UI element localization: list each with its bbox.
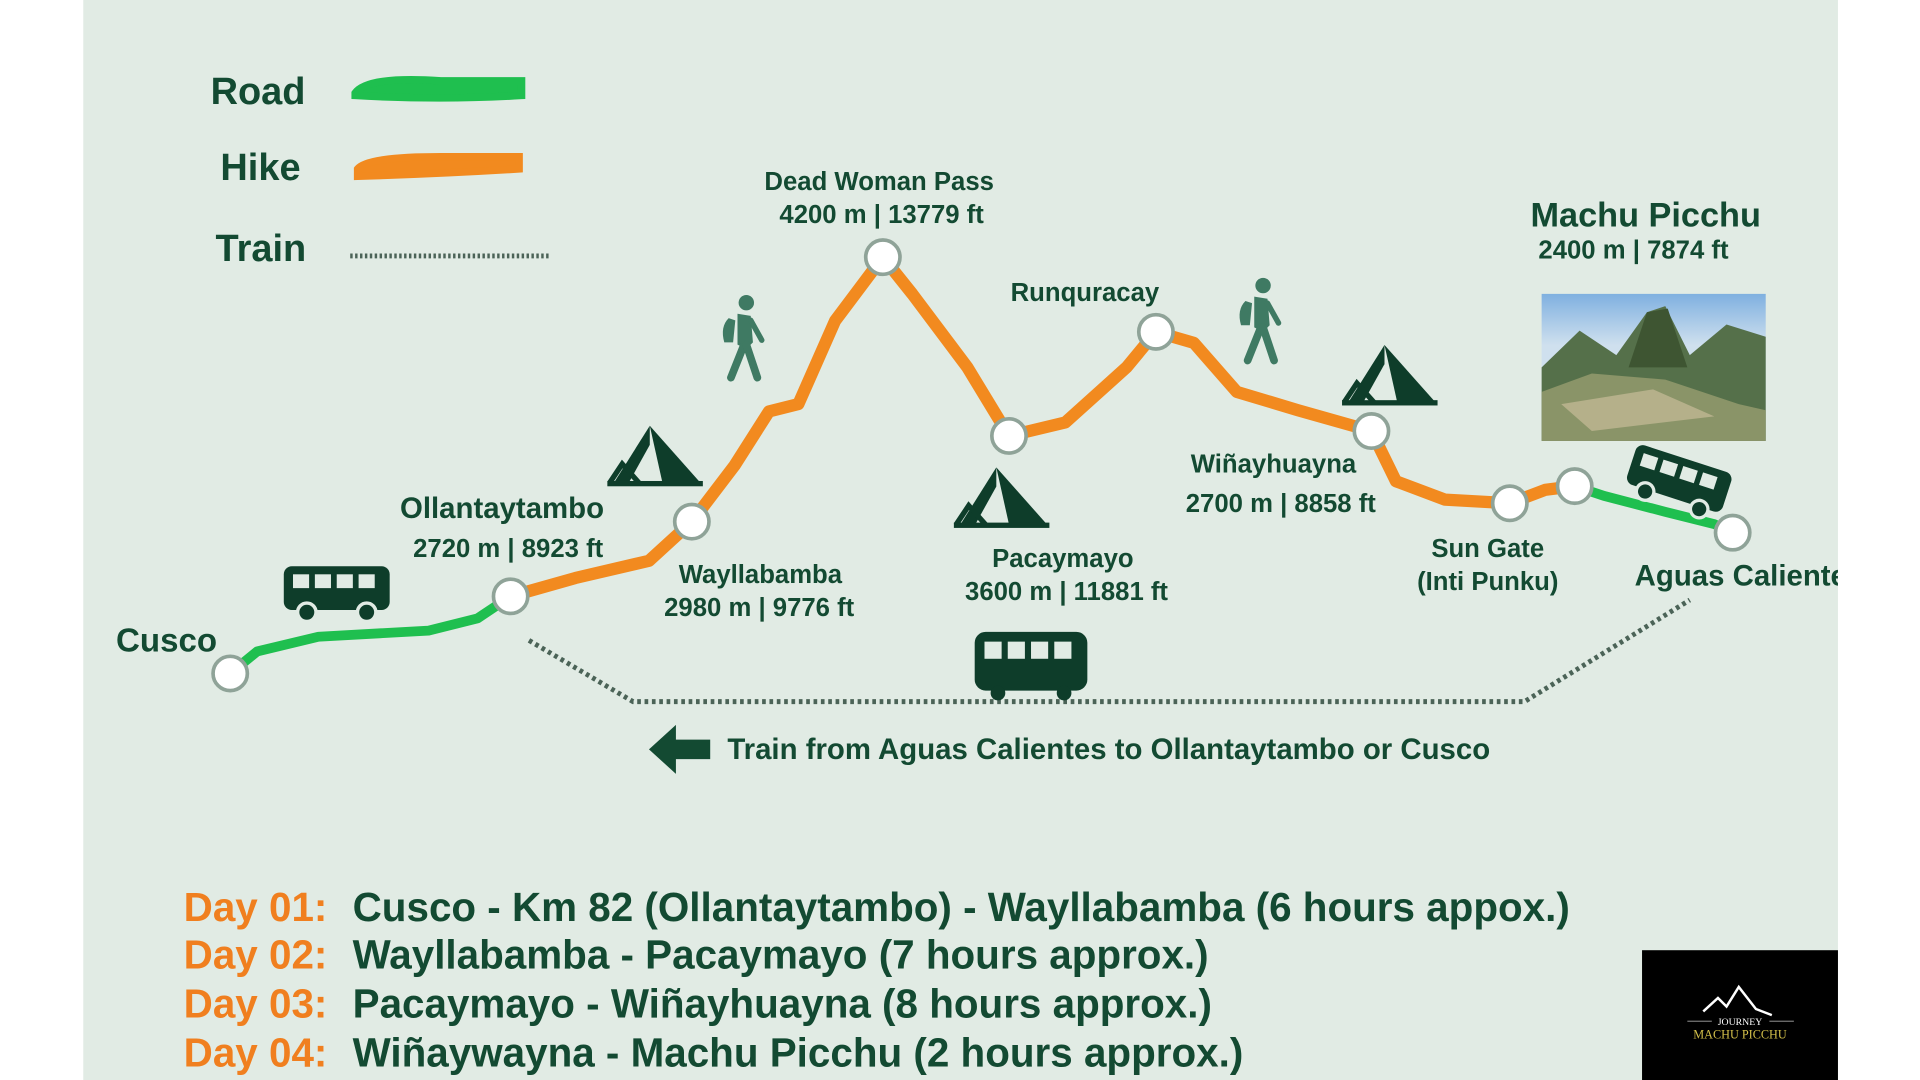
stop-sun-gate-subtitle: (Inti Punku): [1417, 568, 1558, 596]
stop-dead-woman-pass-name: Dead Woman Pass: [764, 168, 994, 196]
stop-cusco-name: Cusco: [116, 622, 217, 659]
stop-aguas-calientes-marker[interactable]: [1713, 513, 1752, 552]
stop-winayhuayna-altitude: 2700 m | 8858 ft: [1186, 490, 1377, 518]
stop-sun-gate-marker[interactable]: [1490, 484, 1529, 523]
stop-machu-picchu-marker[interactable]: [1555, 467, 1594, 506]
hike-route: [504, 251, 1581, 603]
stop-winayhuayna-marker[interactable]: [1352, 412, 1391, 450]
stop-machu-picchu-altitude: 2400 m | 7874 ft: [1538, 236, 1729, 264]
stop-winayhuayna-name: Wiñayhuayna: [1191, 451, 1357, 479]
mountain-logo-icon: [1702, 984, 1773, 1017]
logo-line-1: Journey: [1718, 1017, 1763, 1028]
stop-cusco-marker[interactable]: [211, 654, 250, 693]
legend-hike-swatch: [353, 153, 523, 181]
logo-line-2: Machu Picchu: [1693, 1027, 1787, 1041]
stop-machu-picchu-name: Machu Picchu: [1531, 197, 1761, 235]
legend-train-label: Train: [216, 228, 307, 270]
itinerary-day-4-text: Wiñaywayna - Machu Picchu (2 hours appro…: [353, 1030, 1244, 1076]
itinerary-day-1-text: Cusco - Km 82 (Ollantaytambo) - Wayllaba…: [353, 884, 1570, 930]
legend-road-label: Road: [211, 71, 306, 113]
stop-runquracay-name: Runquracay: [1011, 279, 1160, 307]
legend: Road Hike Train: [211, 71, 549, 270]
stop-ollantaytambo-name: Ollantaytambo: [400, 492, 604, 525]
stop-pacaymayo-altitude: 3600 m | 11881 ft: [965, 578, 1168, 606]
train-icon: [974, 631, 1088, 701]
train-route: [527, 597, 1692, 705]
stop-aguas-calientes-name: Aguas Calientes: [1635, 559, 1864, 592]
stop-ollantaytambo-marker[interactable]: [491, 577, 530, 616]
stop-runquracay-marker[interactable]: [1136, 312, 1175, 351]
itinerary-day-1-label: Day 01:: [184, 884, 328, 930]
stop-wayllabamba-altitude: 2980 m | 9776 ft: [664, 594, 855, 622]
stop-wayllabamba-name: Wayllabamba: [679, 561, 843, 589]
itinerary: Day 01: Cusco - Km 82 (Ollantaytambo) - …: [184, 884, 1570, 1076]
stop-sun-gate-name: Sun Gate: [1431, 535, 1544, 563]
train-note: Train from Aguas Calientes to Ollantayta…: [727, 733, 1490, 766]
stop-pacaymayo-name: Pacaymayo: [992, 545, 1133, 573]
stop-dead-woman-pass-altitude: 4200 m | 13779 ft: [779, 201, 984, 229]
stop-wayllabamba-marker[interactable]: [672, 502, 711, 541]
legend-hike-label: Hike: [220, 147, 300, 189]
itinerary-day-3-text: Pacaymayo - Wiñayhuayna (8 hours approx.…: [353, 981, 1212, 1027]
map-background: [83, 0, 1838, 1080]
stop-pacaymayo-marker[interactable]: [990, 416, 1028, 455]
road-route-cusco-ollantaytambo: [225, 591, 516, 679]
legend-road-swatch: [351, 76, 526, 102]
arrow-left-icon: [648, 724, 711, 774]
itinerary-day-4-label: Day 04:: [184, 1030, 328, 1076]
machu-picchu-photo: [1541, 293, 1766, 441]
stop-ollantaytambo-altitude: 2720 m | 8923 ft: [413, 535, 604, 563]
itinerary-day-3-label: Day 03:: [184, 981, 328, 1027]
stop-dead-woman-pass-marker[interactable]: [863, 238, 902, 277]
itinerary-day-2-label: Day 02:: [184, 932, 328, 978]
itinerary-day-2-text: Wayllabamba - Pacaymayo (7 hours approx.…: [353, 932, 1209, 978]
journey-machu-picchu-logo: Journey Machu Picchu: [1642, 950, 1838, 1080]
